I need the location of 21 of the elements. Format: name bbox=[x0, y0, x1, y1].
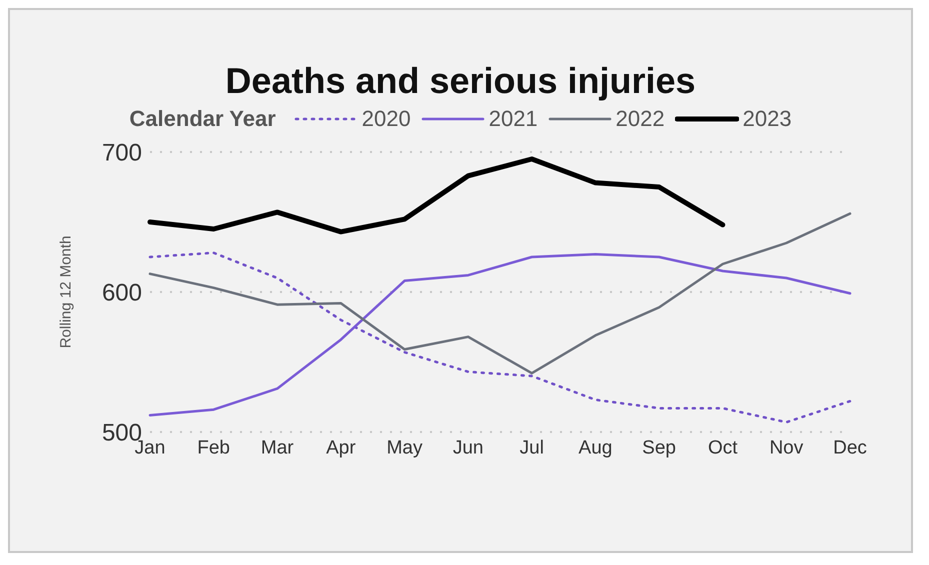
x-tick-label: Feb bbox=[197, 437, 230, 458]
x-tick-label: Dec bbox=[833, 437, 867, 458]
x-tick-label: Oct bbox=[708, 437, 738, 458]
x-tick-label: Jun bbox=[452, 437, 484, 458]
legend-label: 2023 bbox=[742, 106, 792, 132]
legend-label: 2021 bbox=[488, 106, 538, 132]
y-tick-label: 600 bbox=[102, 280, 142, 307]
x-tick-label: May bbox=[386, 437, 423, 458]
x-tick-label: Apr bbox=[326, 437, 356, 458]
legend-label: 2020 bbox=[362, 106, 411, 132]
chart-title: Deaths and serious injuries bbox=[224, 60, 697, 102]
legend-title: Calendar Year bbox=[129, 106, 276, 132]
x-tick-label: Jul bbox=[520, 437, 544, 458]
x-tick-label: Nov bbox=[769, 437, 804, 458]
line-series bbox=[148, 212, 852, 374]
y-tick-label: 700 bbox=[102, 140, 142, 167]
legend-label: 2022 bbox=[616, 106, 665, 132]
x-tick-label: Sep bbox=[642, 437, 676, 458]
x-tick-label: Aug bbox=[578, 437, 612, 458]
x-tick-label: Mar bbox=[260, 437, 294, 458]
y-axis-title: Rolling 12 Month bbox=[57, 236, 74, 348]
